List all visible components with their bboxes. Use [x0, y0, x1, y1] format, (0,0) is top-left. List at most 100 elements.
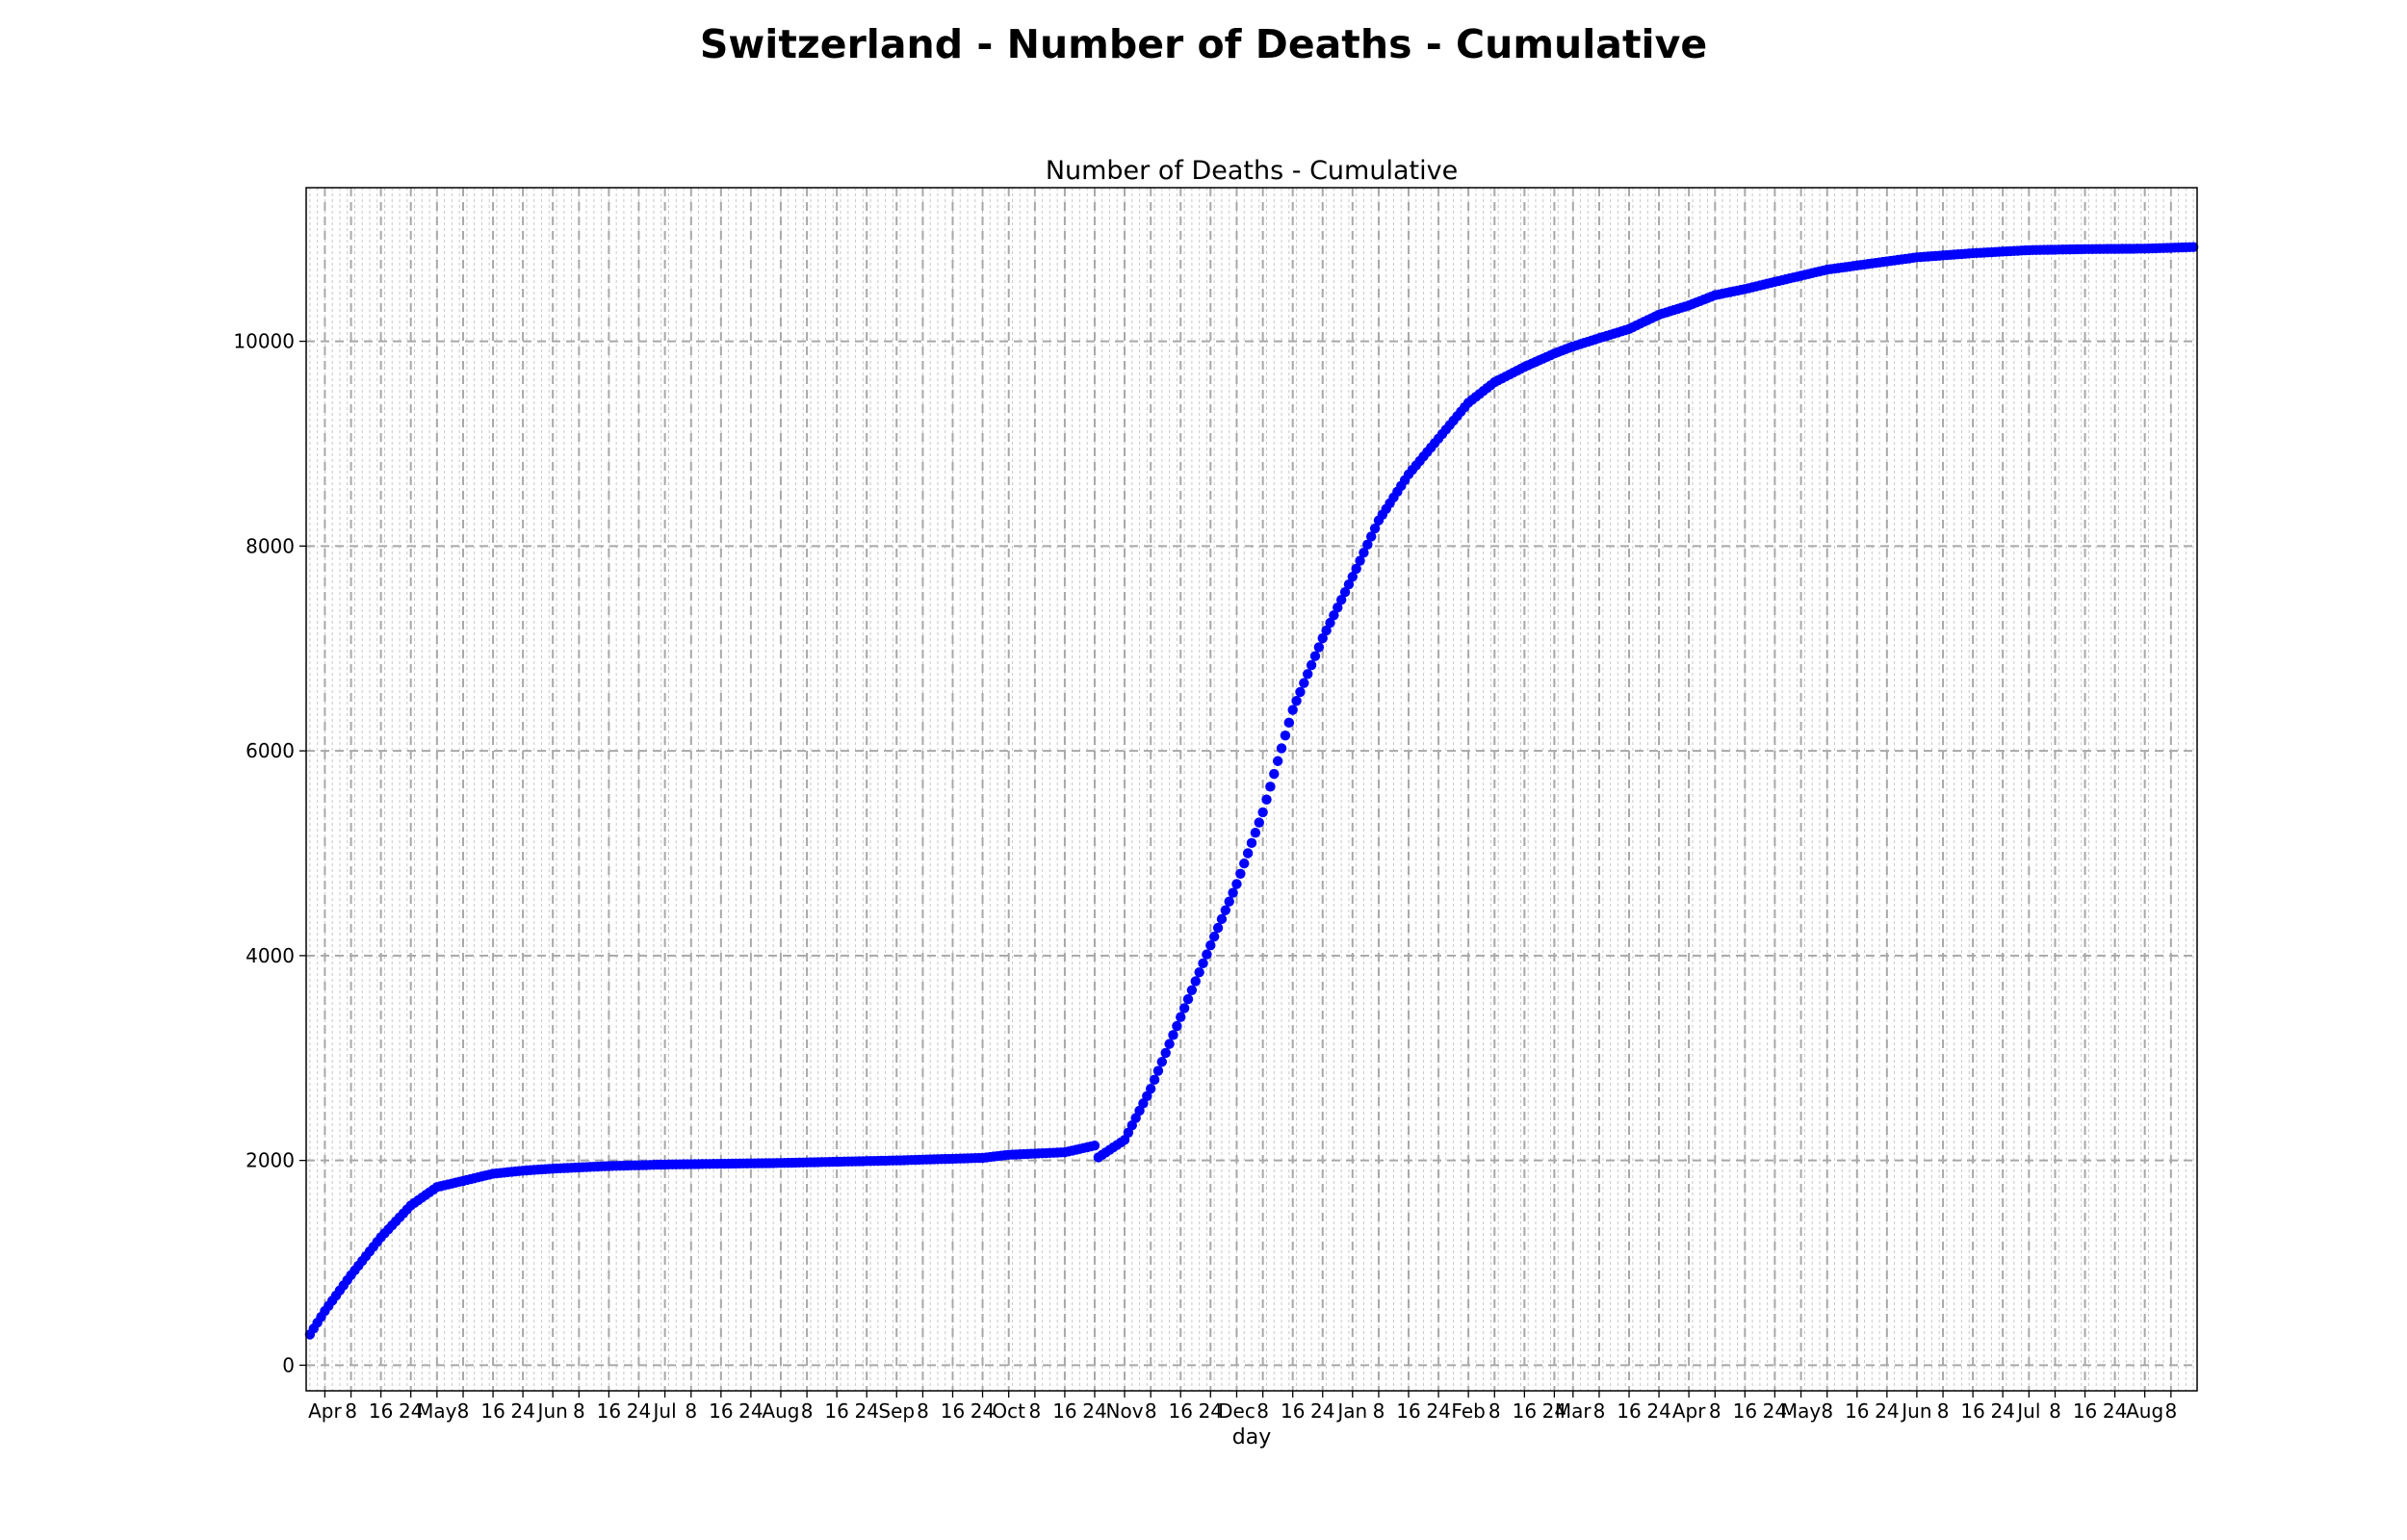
x-tick-label: Jun	[536, 1399, 568, 1423]
x-tick-label: Apr	[308, 1399, 342, 1423]
data-point	[1306, 659, 1317, 671]
x-tick-label: 8	[1709, 1399, 1721, 1423]
x-tick-label: 24	[1646, 1399, 1670, 1423]
data-point	[1295, 686, 1306, 698]
x-tick-label: 8	[917, 1399, 929, 1423]
x-tick-label: 24	[1763, 1399, 1787, 1423]
plot-title: Number of Deaths - Cumulative	[1046, 156, 1458, 186]
data-point	[1246, 837, 1257, 849]
x-tick-label: 16	[941, 1399, 965, 1423]
data-point	[1172, 1020, 1182, 1032]
data-point	[1343, 579, 1355, 590]
x-tick-label: Jun	[1900, 1399, 1931, 1423]
x-tick-label: 8	[1256, 1399, 1269, 1423]
x-tick-label: May	[1781, 1399, 1822, 1423]
x-tick-label: Sep	[878, 1399, 915, 1423]
data-point	[1186, 985, 1198, 995]
data-point	[1156, 1057, 1168, 1067]
data-point	[1280, 730, 1291, 741]
x-tick-label: 16	[1052, 1399, 1076, 1423]
data-point	[1329, 609, 1339, 621]
x-tick-label: 24	[510, 1399, 534, 1423]
x-tick-label: 8	[457, 1399, 470, 1423]
x-tick-label: 8	[1593, 1399, 1606, 1423]
x-tick-label: 8	[1373, 1399, 1385, 1423]
y-tick-label: 6000	[246, 739, 295, 762]
data-point	[1228, 887, 1238, 898]
data-point	[1309, 651, 1321, 661]
x-tick-label: 16	[1396, 1399, 1420, 1423]
x-tick-label: Jul	[652, 1399, 677, 1423]
data-point	[1269, 768, 1280, 780]
data-point	[1216, 913, 1228, 925]
x-tick-label: 8	[801, 1399, 814, 1423]
data-point	[1299, 678, 1309, 688]
x-tick-label: Nov	[1106, 1399, 1144, 1423]
x-tick-label: 8	[1937, 1399, 1950, 1423]
x-tick-label: 24	[854, 1399, 878, 1423]
data-point	[1335, 594, 1347, 605]
x-tick-label: 24	[627, 1399, 651, 1423]
data-point	[2187, 242, 2199, 252]
x-tick-label: 16	[1513, 1399, 1537, 1423]
x-tick-label: 8	[573, 1399, 585, 1423]
data-point	[1242, 848, 1254, 859]
y-tick-label: 4000	[246, 944, 295, 967]
data-point	[1276, 743, 1287, 754]
x-tick-label: 16	[1281, 1399, 1305, 1423]
data-points	[304, 242, 2199, 1340]
x-tick-label: 8	[345, 1399, 357, 1423]
x-tick-label: 24	[399, 1399, 423, 1423]
data-point	[1231, 879, 1242, 889]
data-point	[1261, 794, 1272, 805]
x-tick-label: 16	[824, 1399, 848, 1423]
data-point	[1190, 976, 1201, 987]
x-tick-label: 16	[2073, 1399, 2097, 1423]
x-tick-label: Mar	[1555, 1399, 1592, 1423]
data-point	[1208, 931, 1220, 942]
x-tick-label: Aug	[762, 1399, 799, 1423]
data-point	[1359, 547, 1369, 558]
data-point	[1198, 958, 1208, 969]
x-tick-label: 8	[1488, 1399, 1501, 1423]
x-tick-label: May	[417, 1399, 457, 1423]
data-point	[1351, 563, 1361, 575]
data-point	[1265, 782, 1276, 792]
data-point	[1220, 905, 1231, 915]
data-point	[1369, 523, 1381, 534]
x-tick-label: 24	[1875, 1399, 1899, 1423]
data-point	[1168, 1030, 1178, 1040]
data-point	[1347, 572, 1358, 582]
x-tick-label: Jul	[2015, 1399, 2040, 1423]
x-tick-label: 24	[1542, 1399, 1566, 1423]
x-tick-label: 16	[369, 1399, 393, 1423]
data-point	[1257, 807, 1268, 818]
x-tick-label: 24	[2103, 1399, 2127, 1423]
x-tick-label: 24	[738, 1399, 763, 1423]
y-tick-label: 8000	[246, 534, 295, 557]
x-tick-label: 8	[1029, 1399, 1042, 1423]
figure-suptitle: Switzerland - Number of Deaths - Cumulat…	[699, 21, 1708, 67]
x-tick-label: 24	[1082, 1399, 1106, 1423]
data-point	[1160, 1047, 1171, 1059]
data-point	[1272, 756, 1283, 766]
data-point	[1325, 617, 1335, 629]
x-tick-label: 16	[1733, 1399, 1757, 1423]
x-tick-label: 24	[1310, 1399, 1334, 1423]
data-point	[1355, 555, 1365, 566]
grid-lines	[306, 188, 2197, 1391]
data-point	[1202, 949, 1212, 960]
data-point	[1149, 1074, 1160, 1086]
data-point	[1333, 602, 1343, 613]
data-point	[1164, 1039, 1175, 1049]
x-tick-label: 24	[971, 1399, 995, 1423]
data-point	[1362, 539, 1373, 551]
data-point	[1287, 705, 1298, 715]
y-tick-label: 2000	[246, 1149, 295, 1172]
x-tick-label: Dec	[1218, 1399, 1255, 1423]
data-point	[1366, 531, 1377, 542]
x-tick-label: Oct	[992, 1399, 1025, 1423]
data-point	[1212, 922, 1224, 934]
